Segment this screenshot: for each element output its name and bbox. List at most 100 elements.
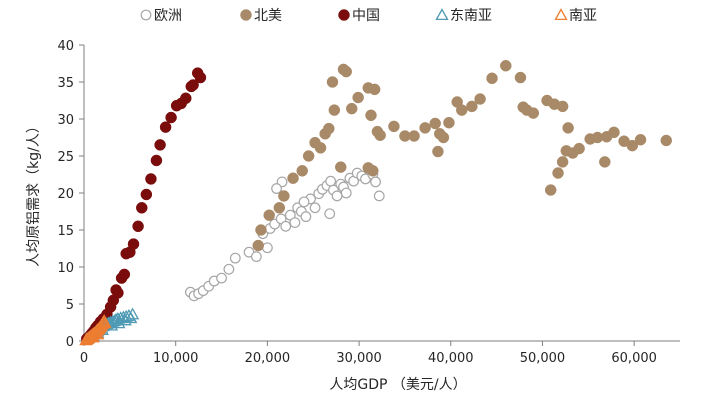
data-point [140,188,153,201]
data-point [150,154,163,167]
data-point [556,100,569,113]
data-point [334,161,347,173]
data-point [365,109,377,122]
data-point [86,330,100,343]
data-point [223,263,235,275]
data-point [289,217,301,229]
data-point [127,238,140,250]
data-point [154,139,166,151]
data-point [111,311,125,324]
y-axis: 0 5 10 15 20 25 30 35 40 [57,39,85,350]
data-point [261,242,273,254]
data-point [125,307,140,320]
data-point [110,284,122,296]
data-point [180,92,192,105]
data-point [634,133,647,146]
data-point [352,91,364,104]
data-point [309,202,321,214]
legend-marker [240,9,252,21]
data-point [374,129,386,142]
data-point [340,65,352,78]
data-point [443,116,455,129]
data-point [325,175,337,187]
data-point [552,167,564,179]
data-point [255,224,267,236]
y-tick-label: 5 [66,298,74,313]
data-point [323,122,335,135]
x-tick-label: 60,000 [611,351,657,366]
data-point [145,173,157,185]
data-point [599,156,611,168]
x-tick-label: 40,000 [428,351,474,366]
x-tick-label: 10,000 [153,351,199,366]
legend-label: 东南亚 [450,8,492,24]
data-point [474,93,486,105]
data-point [229,252,241,264]
y-tick-label: 30 [57,113,74,128]
y-tick-label: 0 [66,335,74,350]
data-point [132,220,144,233]
data-point [287,172,299,184]
data-point [373,190,385,202]
data-point [136,202,148,214]
x-tick-label: 20,000 [245,351,291,366]
x-axis-title: 人均GDP （美元/人） [329,377,466,393]
y-tick-label: 10 [57,261,74,276]
series-1 [252,59,672,252]
data-point [280,220,292,232]
x-axis: 0 10,000 20,000 30,000 40,000 50,000 60,000 [80,340,680,366]
plot-area [79,59,672,346]
data-point [660,134,672,147]
legend: 欧洲 北美 中国 东南亚 南亚 [140,8,597,24]
data-point [252,239,264,252]
series-4 [79,314,112,346]
data-point [165,111,177,124]
data-point [328,104,341,116]
legend-label: 南亚 [569,8,597,24]
data-point [326,76,339,88]
data-point [298,196,310,208]
data-point [388,120,400,133]
legend-label: 中国 [352,8,380,24]
data-point [419,122,431,134]
data-point [98,316,112,329]
data-point [302,150,315,162]
y-tick-label: 35 [57,76,74,91]
data-point [437,131,450,144]
data-point [429,117,441,130]
data-point [500,59,512,72]
data-point [324,208,336,220]
data-point [194,71,207,84]
data-point [608,126,620,139]
x-tick-label: 50,000 [520,351,566,366]
data-point [300,211,312,223]
data-point [314,142,327,154]
data-point [187,79,199,91]
y-tick-label: 40 [57,39,74,54]
data-point [514,71,527,84]
data-point [216,272,227,284]
data-point [263,209,275,221]
data-point [367,165,379,177]
data-point [296,165,308,177]
y-axis-title: 人均原铝需求（kg/人） [26,119,42,267]
data-point [544,184,557,196]
y-tick-label: 25 [57,150,74,165]
data-point [250,251,262,263]
data-point [408,130,420,142]
data-point [159,121,172,133]
data-point [118,268,131,281]
data-point [345,102,358,115]
series-0 [184,164,385,302]
y-tick-label: 20 [57,187,74,202]
data-point [527,107,540,119]
legend-label: 北美 [254,8,282,24]
x-tick-label: 30,000 [336,351,382,366]
data-point [340,187,352,199]
data-point [573,142,585,155]
data-point [486,72,498,85]
data-point [273,202,286,214]
data-point [271,183,282,194]
data-point [466,100,478,113]
